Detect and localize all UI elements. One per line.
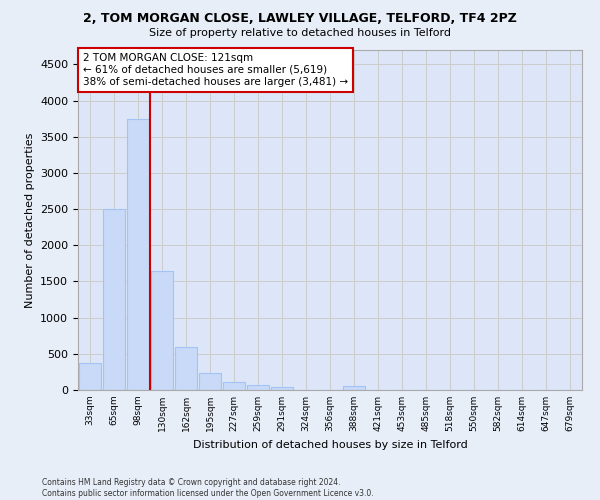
Bar	[343, 386, 365, 390]
Bar	[223, 382, 245, 390]
Text: 2 TOM MORGAN CLOSE: 121sqm
← 61% of detached houses are smaller (5,619)
38% of s: 2 TOM MORGAN CLOSE: 121sqm ← 61% of deta…	[83, 54, 348, 86]
Bar	[127, 118, 149, 390]
Bar	[247, 386, 269, 390]
Bar	[199, 374, 221, 390]
X-axis label: Distribution of detached houses by size in Telford: Distribution of detached houses by size …	[193, 440, 467, 450]
Text: Contains HM Land Registry data © Crown copyright and database right 2024.
Contai: Contains HM Land Registry data © Crown c…	[42, 478, 374, 498]
Y-axis label: Number of detached properties: Number of detached properties	[25, 132, 35, 308]
Bar	[175, 348, 197, 390]
Bar	[103, 209, 125, 390]
Bar	[271, 387, 293, 390]
Bar	[151, 272, 173, 390]
Text: Size of property relative to detached houses in Telford: Size of property relative to detached ho…	[149, 28, 451, 38]
Bar	[79, 363, 101, 390]
Text: 2, TOM MORGAN CLOSE, LAWLEY VILLAGE, TELFORD, TF4 2PZ: 2, TOM MORGAN CLOSE, LAWLEY VILLAGE, TEL…	[83, 12, 517, 26]
